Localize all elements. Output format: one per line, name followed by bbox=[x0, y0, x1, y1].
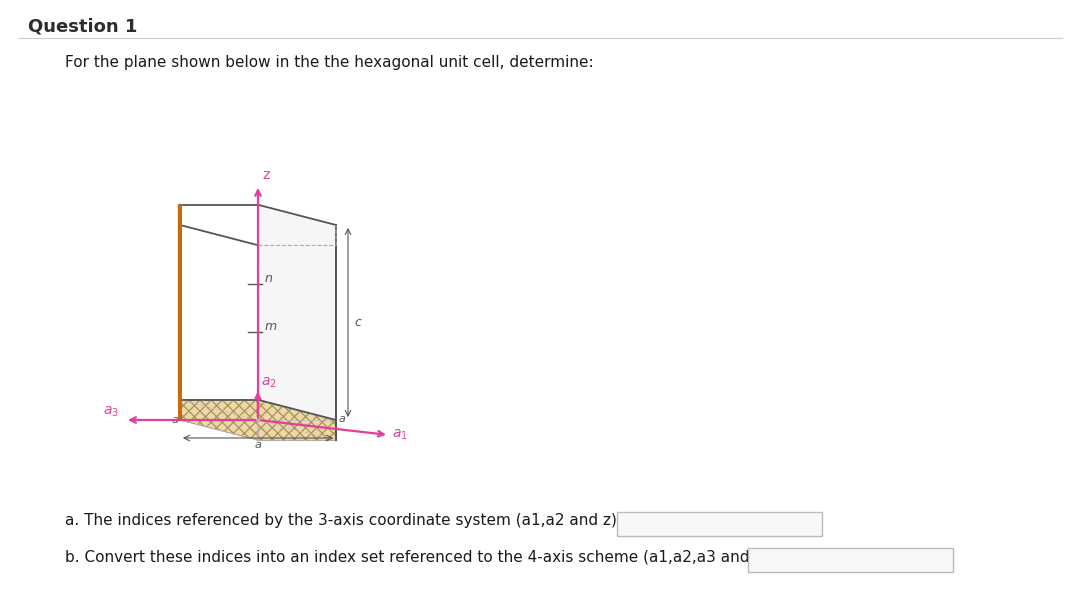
Text: $a_3$: $a_3$ bbox=[103, 405, 119, 420]
Bar bbox=[617, 512, 822, 536]
Text: For the plane shown below in the the hexagonal unit cell, determine:: For the plane shown below in the the hex… bbox=[65, 55, 594, 70]
Polygon shape bbox=[258, 205, 336, 420]
Text: a: a bbox=[339, 414, 346, 424]
Text: Question 1: Question 1 bbox=[28, 18, 137, 36]
Text: a: a bbox=[255, 440, 261, 450]
Text: a: a bbox=[172, 415, 179, 425]
Bar bbox=[748, 548, 953, 572]
Text: m: m bbox=[265, 320, 276, 333]
Text: $a_2$: $a_2$ bbox=[260, 376, 276, 390]
Text: b. Convert these indices into an index set referenced to the 4-axis scheme (a1,a: b. Convert these indices into an index s… bbox=[65, 549, 773, 564]
Polygon shape bbox=[180, 400, 336, 440]
Text: c: c bbox=[354, 316, 361, 329]
Text: z: z bbox=[262, 168, 269, 182]
Text: a. The indices referenced by the 3-axis coordinate system (a1,a2 and z).: a. The indices referenced by the 3-axis … bbox=[65, 513, 622, 528]
Text: n: n bbox=[265, 271, 272, 285]
Text: $a_1$: $a_1$ bbox=[392, 428, 407, 443]
